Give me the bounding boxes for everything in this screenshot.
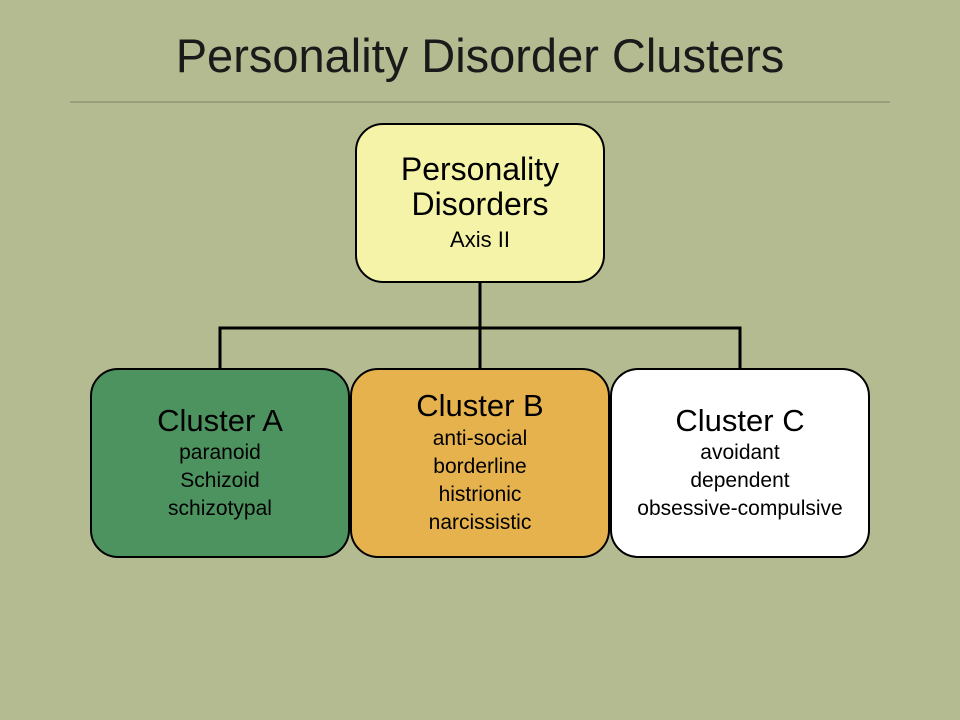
cluster-a-title: Cluster A <box>157 404 283 438</box>
root-title-line1: Personality <box>401 152 559 187</box>
child-node-cluster-c: Cluster C avoidant dependent obsessive-c… <box>610 368 870 558</box>
cluster-c-line: avoidant <box>700 440 779 466</box>
org-chart: Personality Disorders Axis II Cluster A … <box>0 103 960 663</box>
cluster-c-line: dependent <box>690 468 789 494</box>
child-node-cluster-a: Cluster A paranoid Schizoid schizotypal <box>90 368 350 558</box>
cluster-b-title: Cluster B <box>416 389 543 423</box>
child-node-cluster-b: Cluster B anti-social borderline histrio… <box>350 368 610 558</box>
cluster-a-line: schizotypal <box>168 496 272 522</box>
cluster-b-line: histrionic <box>439 482 522 508</box>
slide-title: Personality Disorder Clusters <box>0 0 960 83</box>
cluster-a-line: Schizoid <box>180 468 259 494</box>
cluster-c-line: obsessive-compulsive <box>637 496 842 522</box>
cluster-c-title: Cluster C <box>675 404 804 438</box>
root-subtitle: Axis II <box>450 226 510 254</box>
cluster-b-line: borderline <box>433 454 526 480</box>
cluster-b-line: anti-social <box>433 426 528 452</box>
cluster-a-line: paranoid <box>179 440 261 466</box>
root-node: Personality Disorders Axis II <box>355 123 605 283</box>
root-title-line2: Disorders <box>412 187 549 222</box>
cluster-b-line: narcissistic <box>429 510 532 536</box>
